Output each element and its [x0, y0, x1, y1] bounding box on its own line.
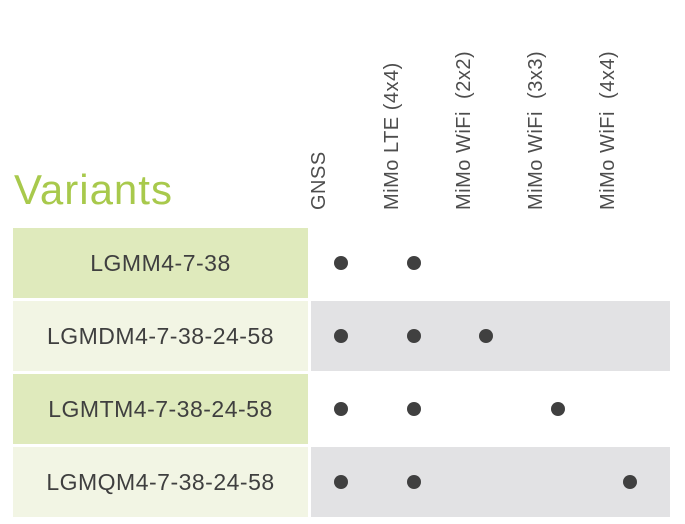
column-header: MiMo WiFi (2x2)	[453, 50, 475, 210]
table-row: LGMM4-7-38	[0, 228, 685, 298]
feature-dot	[334, 256, 348, 270]
feature-dot	[407, 329, 421, 343]
column-header: GNSS	[308, 151, 330, 210]
variant-label: LGMDM4-7-38-24-58	[13, 301, 308, 371]
feature-dot	[407, 402, 421, 416]
feature-dot	[407, 256, 421, 270]
feature-band	[311, 447, 670, 517]
feature-dot	[334, 329, 348, 343]
feature-band	[311, 374, 670, 444]
column-header: MiMo LTE (4x4)	[381, 62, 403, 210]
feature-band	[311, 228, 670, 298]
table-row: LGMTM4-7-38-24-58	[0, 374, 685, 444]
variant-label: LGMQM4-7-38-24-58	[13, 447, 308, 517]
variant-label: LGMTM4-7-38-24-58	[13, 374, 308, 444]
feature-dot	[623, 475, 637, 489]
feature-dot	[407, 475, 421, 489]
column-header: MiMo WiFi (3x3)	[525, 50, 547, 210]
table-row: LGMQM4-7-38-24-58	[0, 447, 685, 517]
page-title: Variants	[14, 166, 173, 213]
table-row: LGMDM4-7-38-24-58	[0, 301, 685, 371]
feature-band	[311, 301, 670, 371]
feature-dot	[334, 402, 348, 416]
feature-dot	[334, 475, 348, 489]
variant-label: LGMM4-7-38	[13, 228, 308, 298]
feature-dot	[479, 329, 493, 343]
column-header: MiMo WiFi (4x4)	[597, 50, 619, 210]
feature-dot	[551, 402, 565, 416]
